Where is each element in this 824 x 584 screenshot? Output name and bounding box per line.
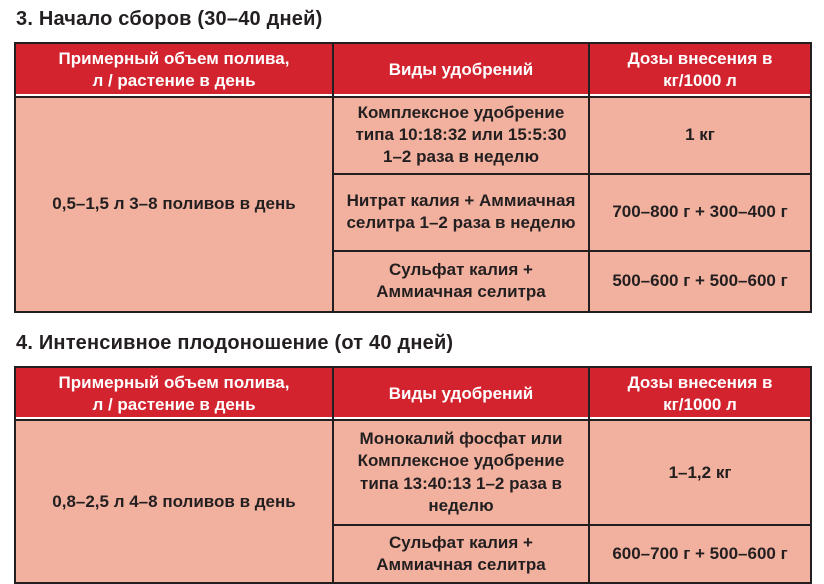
table-header-row: Примерный объем полива, л / растение в д… [14, 365, 812, 422]
column-header-dose: Дозы внесения в кг/1000 л [588, 365, 812, 422]
fertilizer-cell: Нитрат калия + Аммиачная селитра 1–2 раз… [332, 172, 590, 252]
table-row: Сульфат калия + Аммиачная селитра 500–60… [15, 249, 812, 313]
fertilizer-table-intensive-fruiting: Примерный объем полива, л / растение в д… [14, 365, 812, 584]
table-header-row: Примерный объем полива, л / растение в д… [14, 42, 812, 98]
column-header-watering-volume: Примерный объем полива, л / растение в д… [14, 42, 334, 98]
section-heading-intensive-fruiting: 4. Интенсивное плодоношение (от 40 дней) [16, 331, 454, 354]
dose-cell: 600–700 г + 500–600 г [588, 524, 812, 584]
fertilizer-table-harvest-start: Примерный объем полива, л / растение в д… [14, 42, 812, 313]
table-row: Нитрат калия + Аммиачная селитра 1–2 раз… [15, 172, 812, 252]
table-row: Сульфат калия + Аммиачная селитра 600–70… [15, 524, 812, 584]
section-heading-harvest-start: 3. Начало сборов (30–40 дней) [16, 8, 323, 30]
column-header-watering-volume: Примерный объем полива, л / растение в д… [14, 365, 334, 422]
table-row: 0,8–2,5 л 4–8 поливов в день Монокалий ф… [14, 419, 812, 584]
column-header-fertilizer-types: Виды удобрений [332, 365, 590, 422]
fertilizer-cell: Сульфат калия + Аммиачная селитра [332, 524, 590, 584]
dose-cell: 1 кг [588, 95, 812, 175]
section-intensive-fruiting: 4. Интенсивное плодоношение (от 40 дней)… [14, 331, 812, 584]
fertilizer-cell: Сульфат калия + Аммиачная селитра [332, 249, 590, 313]
dose-cell: 500–600 г + 500–600 г [588, 249, 812, 313]
dose-cell: 700–800 г + 300–400 г [588, 172, 812, 252]
fertilizer-cell: Комплексное удобрение типа 10:18:32 или … [332, 95, 590, 175]
dose-cell: 1–1,2 кг [588, 419, 812, 527]
column-header-fertilizer-types: Виды удобрений [332, 42, 590, 98]
fertilizer-cell: Монокалий фосфат или Комплексное удобрен… [332, 419, 590, 527]
table-row: 0,5–1,5 л 3–8 поливов в день Комплексное… [14, 95, 812, 313]
column-header-dose: Дозы внесения в кг/1000 л [588, 42, 812, 98]
watering-volume-cell: 0,8–2,5 л 4–8 поливов в день [14, 419, 334, 584]
watering-volume-cell: 0,5–1,5 л 3–8 поливов в день [14, 95, 334, 313]
section-harvest-start: 3. Начало сборов (30–40 дней) Примерный … [14, 8, 812, 313]
